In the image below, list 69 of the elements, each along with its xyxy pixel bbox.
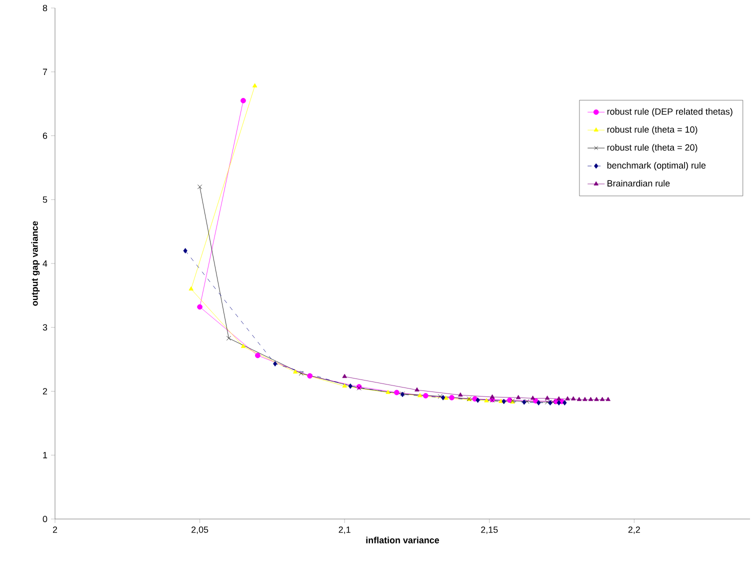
y-tick-label: 3 [42,324,48,331]
point [576,396,582,401]
x-tick-label: 2,1 [338,526,350,534]
y-tick-label: 7 [42,68,48,75]
x-tick-label: 2 [52,526,58,533]
point [422,393,428,398]
point [556,396,562,400]
point [600,396,605,401]
point [548,400,552,406]
legend-label: robust rule (DEP related thetas) [607,108,732,116]
point [342,374,347,378]
point [394,390,400,396]
point [458,392,463,397]
point [484,398,489,402]
point [298,371,304,376]
point [606,396,610,401]
point [273,361,278,366]
point [582,396,588,401]
point [502,398,506,404]
legend-label: robust rule (theta = 20) [607,144,698,152]
point [516,394,521,400]
point [348,383,352,389]
point [588,396,594,401]
point [524,399,530,404]
point [418,393,422,398]
point [449,394,454,400]
point [562,400,567,406]
y-tick-label: 6 [42,132,48,139]
point [438,394,442,399]
point [188,286,194,290]
y-tick-label: 1 [43,452,48,458]
point [490,394,495,398]
point [476,398,480,403]
legend-label: Brainardian rule [608,180,670,187]
point [197,184,202,190]
point [226,336,232,341]
point [440,394,446,400]
y-tick-label: 0 [42,516,48,522]
point [386,390,390,394]
y-axis-title: output gap variance [31,221,40,306]
point [240,344,246,348]
point [183,248,188,254]
point [252,83,258,88]
x-tick-label: 2,15 [481,526,498,534]
point [197,304,202,310]
legend-label: robust rule (theta = 10) [607,126,698,134]
point [444,396,448,400]
point [522,399,526,405]
y-tick-label: 2 [42,388,48,394]
point [530,396,536,400]
point [293,369,298,374]
point [342,383,347,388]
point [307,373,313,379]
y-tick-label: 4 [42,260,48,267]
point [571,396,576,400]
y-tick-label: 5 [42,196,48,203]
point [556,400,561,406]
point [594,396,599,401]
point [240,98,246,104]
x-tick-label: 2,05 [192,526,208,534]
x-axis-title: inflation variance [366,536,440,544]
legend-label: benchmark (optimal) rule [607,162,706,170]
point [565,396,570,400]
x-tick-label: 2,2 [628,526,640,534]
point [414,387,420,392]
point [544,396,550,400]
point [255,352,260,358]
point [536,400,541,406]
y-tick-label: 8 [42,4,48,12]
